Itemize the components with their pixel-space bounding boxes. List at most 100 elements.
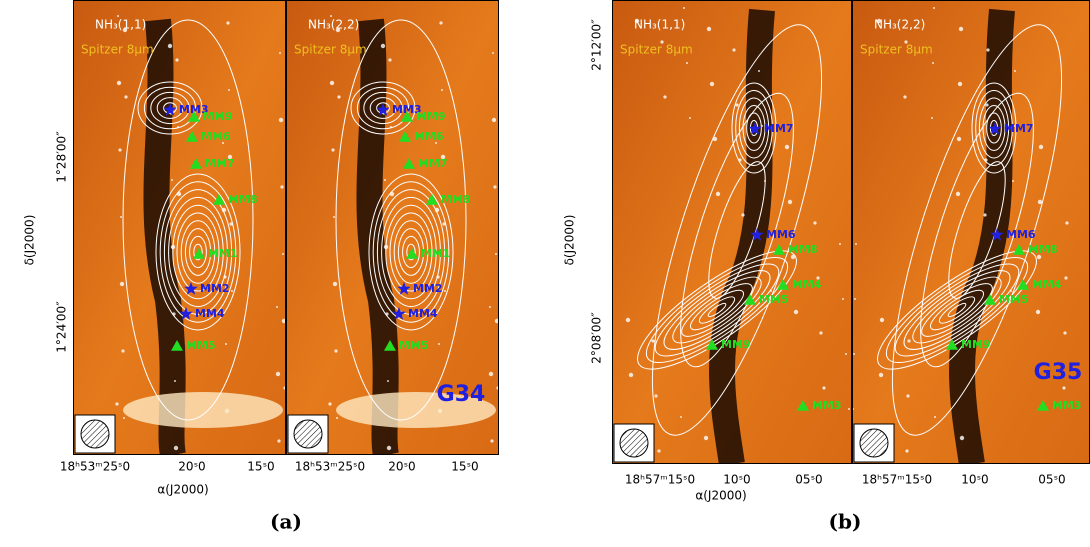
star-point [120, 282, 124, 286]
source-label: MM8 [441, 193, 471, 206]
star-point [819, 331, 822, 334]
star-point [651, 339, 654, 342]
y-axis-label: δ(J2000) [23, 215, 37, 266]
star-point [489, 372, 493, 376]
star-point [330, 81, 334, 85]
star-point [1036, 310, 1040, 314]
source-label: MM3 [1052, 399, 1082, 412]
band-label: Spitzer 8μm [294, 43, 367, 57]
panel-caption: (b) [829, 510, 862, 534]
star-point [388, 58, 391, 61]
star-point [171, 179, 173, 181]
star-point [493, 185, 496, 188]
star-point [438, 343, 440, 345]
star-point [822, 386, 825, 389]
star-point [985, 103, 988, 106]
star-point [282, 253, 284, 255]
beam [860, 429, 888, 457]
line-label: NH₃(1,1) [95, 18, 146, 32]
star-point [328, 402, 331, 405]
y-tick-label: 1°24′00″ [55, 301, 69, 353]
star-point [839, 243, 841, 245]
star-point [905, 449, 908, 452]
band-label: Spitzer 8μm [81, 43, 154, 57]
field-name: G35 [1034, 360, 1083, 385]
x-axis-label: α(J2000) [695, 489, 746, 503]
band-label: Spitzer 8μm [860, 43, 933, 57]
star-point [331, 148, 334, 151]
source-label: MM2 [413, 282, 443, 295]
source-label: MM8 [1028, 243, 1058, 256]
x-tick-label: 15ˢ0 [451, 460, 478, 474]
star-point [279, 52, 281, 54]
star-point [226, 21, 229, 24]
line-label: NH₃(1,1) [634, 18, 685, 32]
star-point [279, 118, 283, 122]
star-point [168, 44, 172, 48]
source-label: MM7 [764, 122, 794, 135]
source-label: MM6 [1006, 228, 1036, 241]
star-point [1039, 145, 1043, 149]
line-label: NH₃(2,2) [874, 18, 925, 32]
x-tick-label: 10ˢ0 [961, 473, 988, 487]
star-point [387, 380, 389, 382]
panel-caption: (a) [270, 510, 302, 534]
star-point [231, 290, 233, 292]
star-point [1014, 70, 1016, 72]
star-point [174, 446, 178, 450]
star-point [495, 253, 497, 255]
star-point [384, 179, 386, 181]
star-point [855, 243, 857, 245]
star-point [956, 192, 960, 196]
star-point [489, 306, 491, 308]
star-point [117, 81, 121, 85]
star-point [960, 436, 964, 440]
source-label: MM9 [416, 110, 446, 123]
star-point [845, 353, 847, 355]
source-label: MM9 [961, 338, 991, 351]
y-tick-label: 2°12′00″ [590, 19, 604, 71]
beam [81, 420, 109, 448]
star-point [1062, 386, 1065, 389]
star-point [228, 89, 230, 91]
x-tick-label: 05ˢ0 [1038, 473, 1065, 487]
star-point [1038, 200, 1042, 204]
star-point [175, 58, 178, 61]
star-point [654, 394, 657, 397]
x-tick-label: 20ˢ0 [388, 460, 415, 474]
star-point [333, 216, 335, 218]
star-point [225, 343, 227, 345]
map [611, 0, 856, 464]
star-point [741, 213, 744, 216]
source-label: MM1 [208, 247, 238, 260]
source-label: MM8 [228, 193, 258, 206]
star-point [337, 95, 340, 98]
star-point [121, 349, 124, 352]
star-point [704, 436, 708, 440]
map [72, 0, 287, 455]
source-label: MM9 [203, 110, 233, 123]
star-point [123, 417, 125, 419]
source-label: MM1 [421, 247, 451, 260]
bright-emission [123, 392, 283, 428]
figure: NH₃(1,1) Spitzer 8μm MM3 MM9 MM6 MM7 MM8 MM1 MM2… [0, 0, 1090, 547]
star-point [683, 7, 685, 9]
star-point [629, 373, 633, 377]
star-point [758, 70, 760, 72]
star-point [853, 353, 855, 355]
source-label: MM4 [1032, 278, 1062, 291]
star-point [124, 95, 127, 98]
star-point [492, 52, 494, 54]
star-point [732, 48, 735, 51]
x-tick-label: 18ʰ57ᵐ15ˢ0 [625, 473, 695, 487]
star-point [1065, 221, 1068, 224]
star-point [120, 216, 122, 218]
figure-panel: NH₃(1,1)Spitzer 8μmMM7MM6MM8MM4MM5MM9MM3… [563, 0, 1090, 534]
y-axis-label: δ(J2000) [563, 215, 577, 266]
x-tick-label: 20ˢ0 [178, 460, 205, 474]
star-point [680, 416, 682, 418]
star-point [118, 148, 121, 151]
map [851, 0, 1090, 464]
source-label: MM6 [766, 228, 796, 241]
source-label: MM2 [200, 282, 230, 295]
